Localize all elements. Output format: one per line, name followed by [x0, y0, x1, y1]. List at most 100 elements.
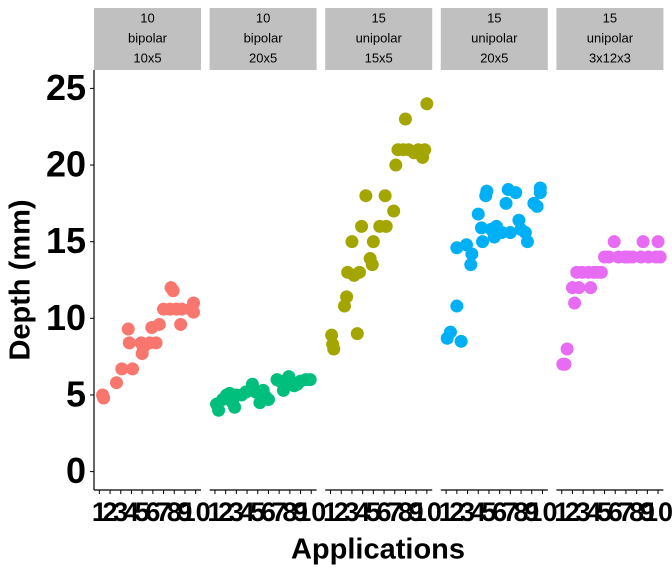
- point: [651, 235, 665, 249]
- point: [471, 207, 485, 221]
- x-tick-label: 4: [471, 497, 486, 527]
- x-tick-label: 1: [554, 497, 569, 527]
- point: [474, 221, 488, 235]
- point: [389, 158, 403, 172]
- x-tick-label: 9: [640, 497, 655, 527]
- point: [174, 317, 188, 331]
- point: [122, 336, 136, 350]
- strip-label: 20x5: [249, 50, 277, 65]
- point: [558, 357, 572, 371]
- strip-background: [94, 8, 201, 70]
- point: [345, 235, 359, 249]
- point: [121, 322, 135, 336]
- point: [509, 186, 523, 200]
- x-tick-label: 4: [586, 497, 601, 527]
- x-tick-label: 10: [527, 497, 557, 527]
- strip-label: 15: [371, 10, 385, 25]
- point: [115, 362, 129, 376]
- point: [355, 219, 369, 233]
- x-tick-label: 8: [282, 497, 297, 527]
- x-tick-label: 9: [177, 497, 192, 527]
- strip-background: [209, 8, 317, 70]
- point: [352, 265, 366, 279]
- x-tick-label: 2: [103, 497, 118, 527]
- point: [602, 250, 616, 264]
- point: [350, 327, 364, 341]
- point: [126, 362, 140, 376]
- x-tick-label: 9: [409, 497, 424, 527]
- x-tick-label: 2: [565, 497, 580, 527]
- point: [636, 235, 650, 249]
- strip-background: [556, 8, 664, 70]
- x-tick-label: 5: [597, 497, 612, 527]
- point: [261, 393, 275, 407]
- point: [560, 342, 574, 356]
- point: [420, 97, 434, 111]
- point: [152, 317, 166, 331]
- x-tick-label: 6: [608, 497, 623, 527]
- strip-label: 20x5: [480, 50, 508, 65]
- strip-label: 15x5: [365, 50, 393, 65]
- point: [187, 296, 201, 310]
- x-tick-label: 7: [618, 497, 633, 527]
- x-tick-label: 7: [503, 497, 518, 527]
- x-tick-label: 5: [481, 497, 496, 527]
- point: [594, 265, 608, 279]
- point: [398, 112, 412, 126]
- strip-label: 15: [603, 10, 617, 25]
- point: [476, 235, 490, 249]
- strip-label: 15: [487, 10, 501, 25]
- point: [533, 186, 547, 200]
- point: [450, 299, 464, 313]
- x-tick-label: 7: [387, 497, 402, 527]
- x-tick-label: 2: [334, 497, 349, 527]
- x-tick-label: 4: [124, 497, 139, 527]
- x-tick-label: 3: [113, 497, 128, 527]
- x-tick-label: 6: [261, 497, 276, 527]
- x-tick-label: 3: [460, 497, 475, 527]
- y-tick-label: 20: [46, 144, 86, 185]
- point: [340, 290, 354, 304]
- strip-label: 10: [140, 10, 154, 25]
- x-tick-label: 7: [156, 497, 171, 527]
- strip-label: unipolar: [471, 30, 518, 45]
- x-tick-label: 9: [293, 497, 308, 527]
- x-tick-label: 4: [240, 497, 255, 527]
- point: [365, 258, 379, 272]
- x-tick-label: 10: [296, 497, 326, 527]
- point: [379, 219, 393, 233]
- point: [387, 204, 401, 218]
- point: [464, 258, 478, 272]
- strip-background: [325, 8, 433, 70]
- y-axis-label: Depth (mm): [5, 199, 37, 360]
- x-tick-label: 5: [366, 497, 381, 527]
- x-tick-label: 8: [514, 497, 529, 527]
- point: [276, 383, 290, 397]
- y-tick-label: 5: [66, 373, 86, 414]
- point: [465, 247, 479, 261]
- point: [97, 391, 111, 405]
- strip-label: bipolar: [244, 30, 284, 45]
- x-tick-label: 6: [377, 497, 392, 527]
- point: [366, 235, 380, 249]
- x-tick-label: 8: [398, 497, 413, 527]
- point: [454, 334, 468, 348]
- x-axis-label: Applications: [291, 534, 465, 566]
- strip-label: unipolar: [587, 30, 634, 45]
- x-tick-label: 1: [92, 497, 107, 527]
- y-tick-label: 10: [46, 297, 86, 338]
- point: [499, 196, 513, 210]
- strip-label: 3x12x3: [589, 50, 631, 65]
- x-tick-label: 6: [492, 497, 507, 527]
- point: [212, 403, 226, 417]
- point: [228, 400, 242, 414]
- point: [418, 143, 432, 157]
- point: [149, 336, 163, 350]
- x-tick-label: 8: [629, 497, 644, 527]
- point: [443, 325, 457, 339]
- x-tick-label: 3: [576, 497, 591, 527]
- point: [359, 189, 373, 203]
- y-tick-label: 15: [46, 220, 86, 261]
- y-tick-label: 0: [66, 450, 86, 491]
